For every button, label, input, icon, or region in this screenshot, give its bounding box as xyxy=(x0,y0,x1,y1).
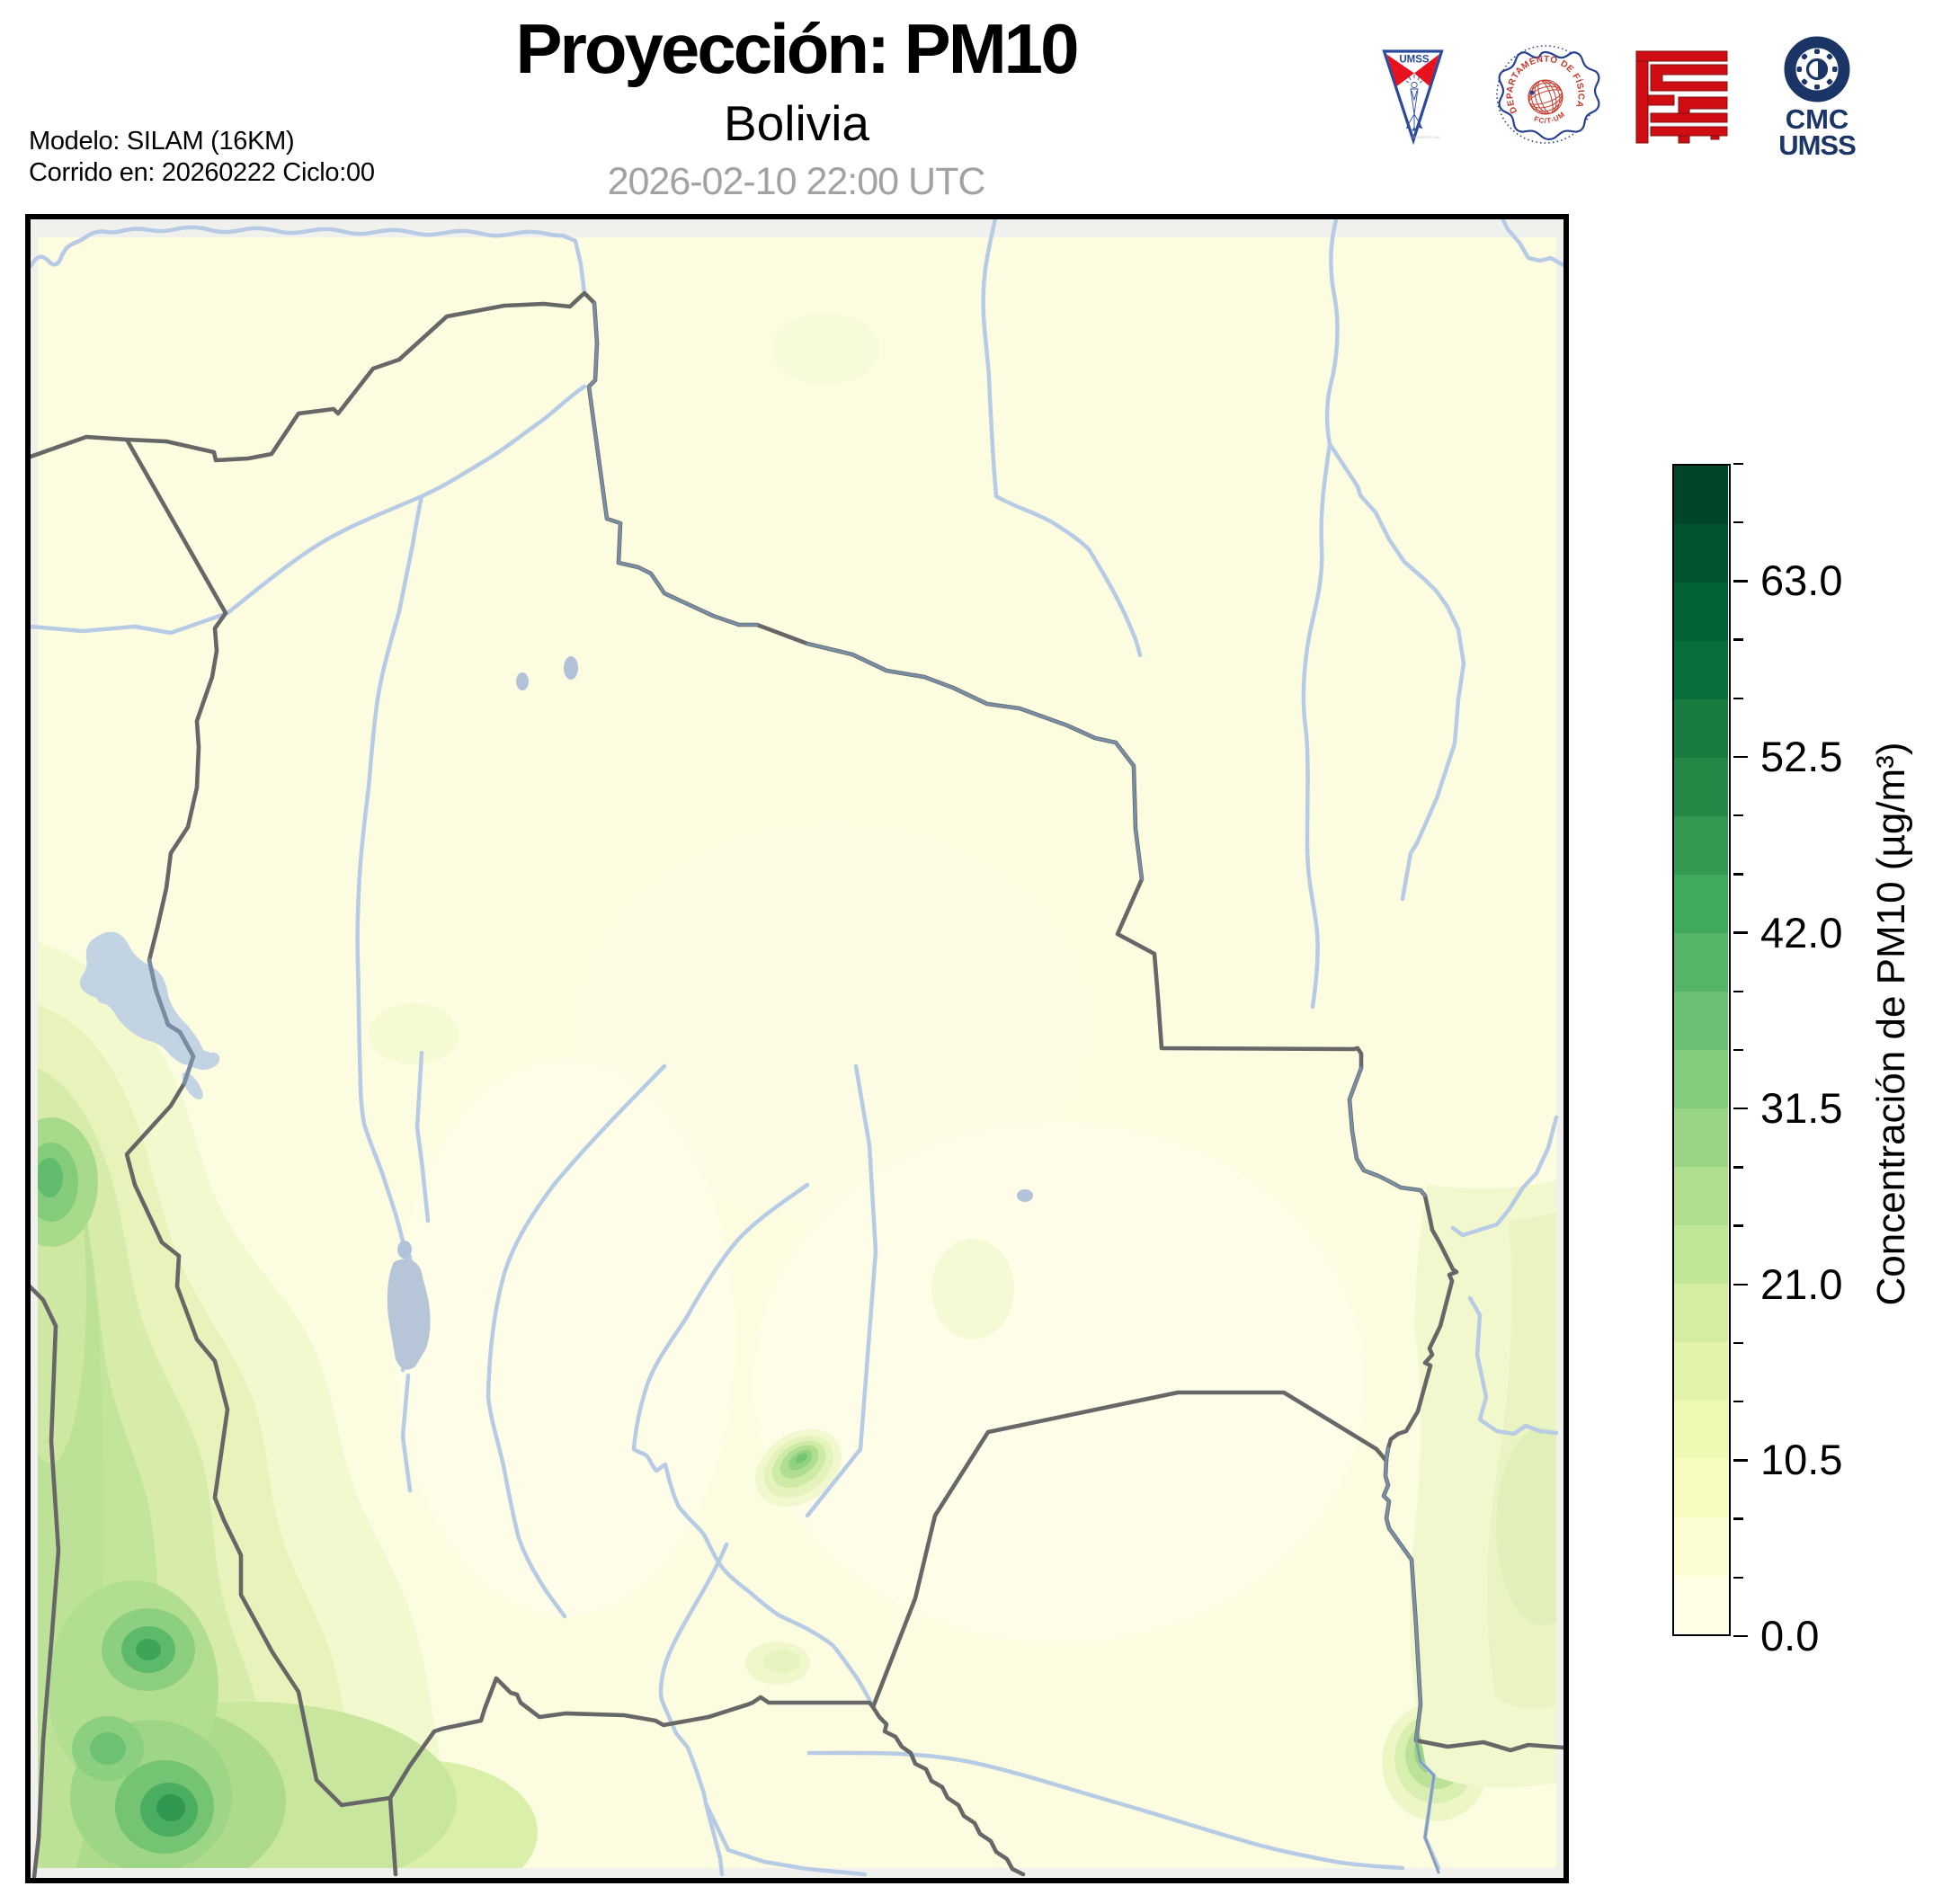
svg-text:CMC: CMC xyxy=(1786,103,1849,135)
svg-text:creadictivo.com: creadictivo.com xyxy=(1412,135,1440,139)
svg-text:UMSS: UMSS xyxy=(1399,55,1430,66)
svg-text:UMSS: UMSS xyxy=(1778,129,1856,161)
